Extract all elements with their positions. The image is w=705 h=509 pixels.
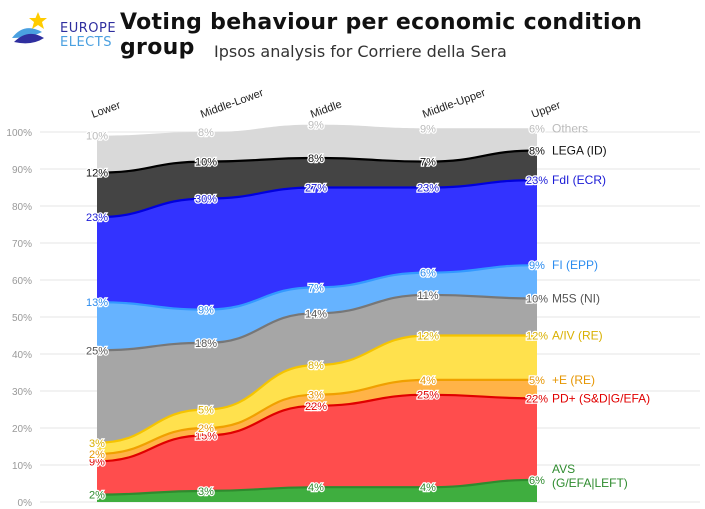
data-label: 2%	[89, 449, 105, 461]
logo-text: EUROPE ELECTS	[60, 22, 116, 50]
data-label: 8%	[529, 146, 545, 158]
series-label-pd: PD+ (S&D|G/EFA)	[552, 391, 650, 405]
area-lega	[97, 150, 537, 218]
data-label: 12%	[526, 331, 548, 343]
data-label: 25%	[417, 390, 439, 402]
y-tick-label: 10%	[12, 461, 32, 472]
data-label: 10%	[526, 294, 548, 306]
data-label: 10%	[195, 157, 217, 169]
data-label: 7%	[420, 157, 436, 169]
data-label: 23%	[526, 175, 548, 187]
data-label: 10%	[86, 131, 108, 143]
data-label: 3%	[89, 438, 105, 450]
series-label-others: Others	[552, 121, 588, 135]
category-label: Lower	[90, 99, 123, 121]
data-label: 9%	[198, 305, 214, 317]
series-line-m5s	[96, 293, 538, 352]
data-label: 7%	[308, 282, 324, 294]
data-label: 12%	[417, 331, 439, 343]
y-tick-label: 90%	[12, 165, 32, 176]
area-avs	[97, 479, 537, 502]
data-label: 6%	[420, 268, 436, 280]
data-label: 22%	[305, 401, 327, 413]
y-tick-label: 80%	[12, 202, 32, 213]
data-label: 9%	[529, 260, 545, 272]
area--e	[97, 379, 537, 462]
series-label-fdi: FdI (ECR)	[552, 173, 606, 187]
data-label: 2%	[198, 423, 214, 435]
data-label: 6%	[529, 123, 545, 135]
series-label-lega: LEGA (ID)	[552, 144, 607, 158]
data-label: 8%	[308, 360, 324, 372]
data-label: 22%	[526, 393, 548, 405]
data-label: 25%	[86, 345, 108, 357]
data-label: 5%	[529, 375, 545, 387]
area-fdi	[97, 180, 537, 310]
data-label: 30%	[195, 194, 217, 206]
data-label: 13%	[86, 297, 108, 309]
series-line-lega	[96, 149, 538, 174]
series-line-fdi	[96, 179, 538, 219]
y-tick-label: 40%	[12, 350, 32, 361]
logo-line1: EUROPE	[60, 21, 117, 36]
series-label-m5s: M5S (NI)	[552, 292, 600, 306]
data-label: 23%	[86, 212, 108, 224]
y-tick-label: 30%	[12, 387, 32, 398]
y-tick-label: 50%	[12, 313, 32, 324]
data-label: 4%	[420, 375, 436, 387]
data-label: 4%	[308, 482, 324, 494]
series-label-fi: FI (EPP)	[552, 258, 598, 272]
series-label--e: +E (RE)	[552, 373, 595, 387]
data-label: 6%	[529, 475, 545, 487]
area-fi	[97, 265, 537, 351]
data-label: 3%	[198, 486, 214, 498]
series-label-a-iv: A/IV (RE)	[552, 329, 603, 343]
europe-elects-logo: EUROPE ELECTS	[8, 8, 116, 50]
y-tick-label: 60%	[12, 276, 32, 287]
series-label-avs: (G/EFA|LEFT)	[552, 476, 628, 490]
data-label: 9%	[89, 456, 105, 468]
logo-emblem-icon	[12, 12, 47, 44]
category-label: Upper	[530, 99, 563, 121]
series-line-fi	[96, 264, 538, 311]
data-label: 14%	[305, 308, 327, 320]
category-label: Middle	[309, 98, 344, 120]
category-label: Middle-Upper	[421, 87, 487, 121]
y-tick-label: 0%	[18, 498, 33, 509]
data-label: 15%	[195, 430, 217, 442]
data-label: 9%	[308, 120, 324, 132]
y-tick-label: 100%	[6, 128, 32, 139]
series-line-avs	[96, 478, 538, 496]
category-label: Middle-Lower	[199, 87, 265, 121]
series-label-avs: AVS	[552, 462, 575, 476]
area-m5s	[97, 294, 537, 443]
data-label: 4%	[420, 482, 436, 494]
data-label: 23%	[417, 183, 439, 195]
series-line-a-iv	[96, 334, 537, 444]
chart-title: Voting behaviour per economic condition …	[120, 10, 643, 60]
data-label: 11%	[417, 290, 438, 302]
data-label: 18%	[195, 338, 217, 350]
series-line-pd	[96, 393, 538, 463]
data-label: 27%	[305, 183, 327, 195]
data-label: 5%	[198, 405, 214, 417]
data-label: 8%	[198, 127, 214, 139]
data-label: 9%	[420, 123, 436, 135]
data-label: 12%	[86, 168, 108, 180]
series-line--e	[96, 378, 537, 455]
data-label: 8%	[308, 153, 324, 165]
data-label: 2%	[89, 490, 105, 502]
y-tick-label: 20%	[12, 424, 32, 435]
area-pd	[97, 394, 537, 495]
chart-subtitle: Ipsos analysis for Corriere della Sera	[214, 42, 507, 61]
area-a-iv	[97, 335, 537, 454]
logo-line2: ELECTS	[60, 35, 112, 50]
data-label: 3%	[308, 390, 324, 402]
y-tick-label: 70%	[12, 239, 32, 250]
